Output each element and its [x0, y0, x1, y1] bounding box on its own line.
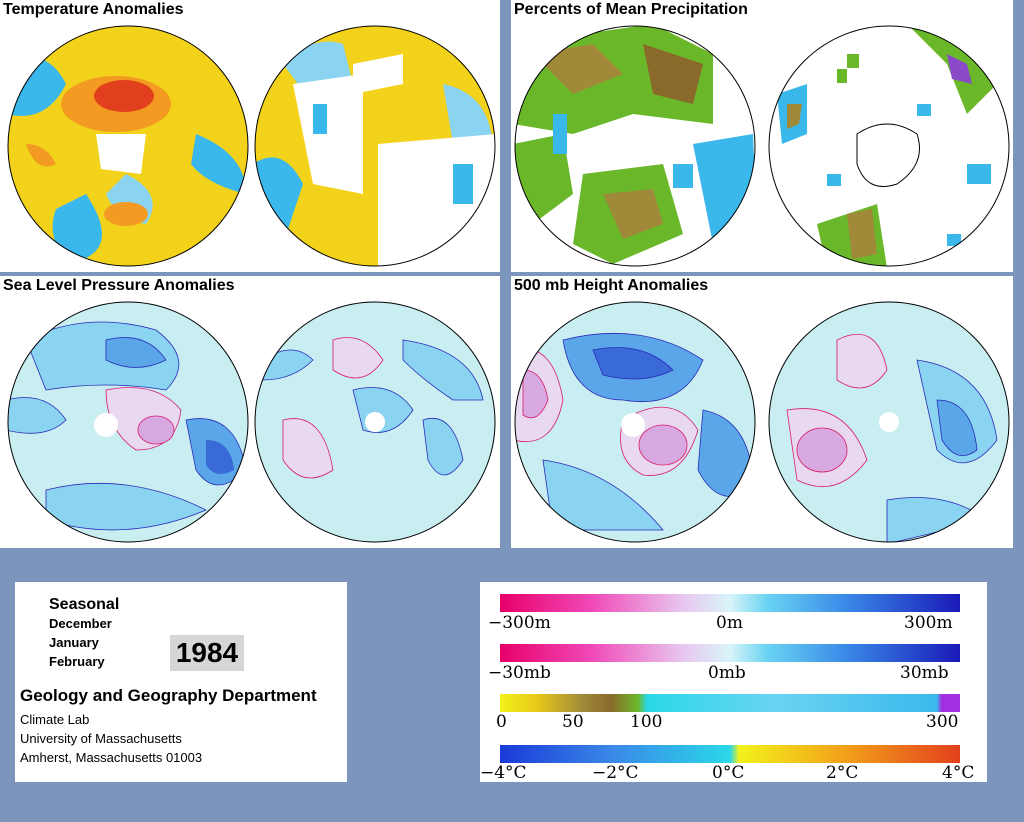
- height-500mb-panel: 500 mb Height Anomalies: [511, 276, 1013, 548]
- height-legend-label: 300m: [904, 613, 953, 633]
- pressure-legend-label: 0mb: [708, 663, 746, 683]
- precip-legend-label: 50: [562, 712, 584, 732]
- month-label: February: [49, 654, 105, 669]
- temperature-southern-hemisphere-map: [254, 25, 496, 267]
- precip-legend-label: 300: [926, 712, 959, 732]
- slp-southern-hemisphere-map: [254, 301, 496, 543]
- pressure-colorbar: [500, 644, 960, 662]
- precipitation-northern-hemisphere-map: [514, 25, 756, 267]
- height-colorbar: [500, 594, 960, 612]
- year-label: 1984: [170, 635, 244, 671]
- university-label: University of Massachusetts: [20, 731, 182, 746]
- height-northern-hemisphere-map: [514, 301, 756, 543]
- pressure-legend-label: −30mb: [488, 663, 551, 683]
- slp-northern-hemisphere-map: [7, 301, 249, 543]
- height-southern-hemisphere-map: [768, 301, 1010, 543]
- lab-label: Climate Lab: [20, 712, 90, 727]
- sea-level-pressure-panel: Sea Level Pressure Anomalies: [0, 276, 500, 548]
- temp-legend-label: 4°C: [942, 763, 975, 783]
- temp-legend-label: 2°C: [826, 763, 859, 783]
- sea-level-pressure-title: Sea Level Pressure Anomalies: [0, 276, 238, 296]
- temp-legend-label: −4°C: [480, 763, 527, 783]
- season-heading: Seasonal: [49, 596, 120, 613]
- temperature-anomalies-panel: Temperature Anomalies: [0, 0, 500, 272]
- legend-box: −300m 0m 300m −30mb 0mb 30mb 0 50 100 30…: [480, 582, 987, 782]
- address-label: Amherst, Massachusetts 01003: [20, 750, 203, 765]
- pressure-legend-label: 30mb: [900, 663, 949, 683]
- precipitation-panel: Percents of Mean Precipitation: [511, 0, 1013, 272]
- temp-legend-label: 0°C: [712, 763, 745, 783]
- precipitation-colorbar: [500, 694, 960, 712]
- temperature-northern-hemisphere-map: [7, 25, 249, 267]
- precip-legend-label: 100: [630, 712, 663, 732]
- precipitation-title: Percents of Mean Precipitation: [511, 0, 751, 20]
- month-label: January: [49, 635, 99, 650]
- temperature-colorbar: [500, 745, 960, 763]
- height-legend-label: −300m: [488, 613, 551, 633]
- precip-legend-label: 0: [496, 712, 507, 732]
- temp-legend-label: −2°C: [592, 763, 639, 783]
- info-box: Seasonal December January February 1984 …: [15, 582, 347, 782]
- department-label: Geology and Geography Department: [20, 686, 317, 705]
- height-legend-label: 0m: [716, 613, 743, 633]
- month-label: December: [49, 616, 112, 631]
- height-500mb-title: 500 mb Height Anomalies: [511, 276, 712, 296]
- temperature-anomalies-title: Temperature Anomalies: [0, 0, 187, 20]
- precipitation-southern-hemisphere-map: [768, 25, 1010, 267]
